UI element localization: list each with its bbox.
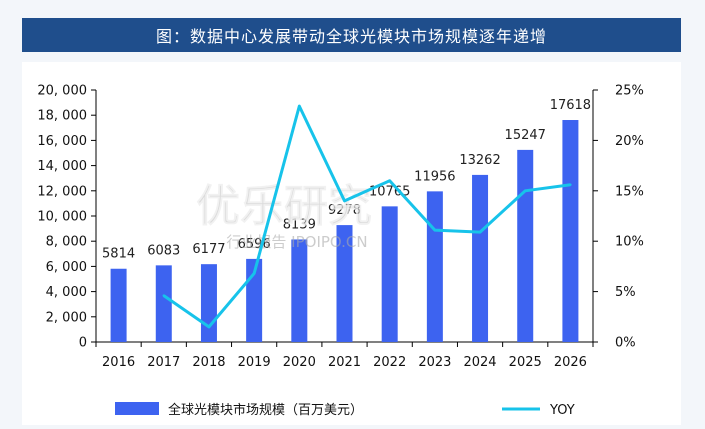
- bar: [110, 268, 127, 342]
- bar: [426, 191, 443, 342]
- yoy-point: [162, 294, 165, 297]
- bar: [200, 264, 217, 342]
- x-tick-label: 2026: [554, 355, 587, 370]
- chart-title: 图：数据中心发展带动全球光模块市场规模逐年递增: [155, 27, 547, 46]
- bar: [517, 149, 534, 342]
- left-y-tick-label: 8, 000: [46, 235, 87, 250]
- left-y-tick-label: 14, 000: [37, 159, 87, 174]
- bar: [155, 265, 172, 342]
- yoy-point: [388, 179, 391, 182]
- bar-data-label: 13262: [459, 153, 500, 168]
- x-tick-label: 2022: [373, 355, 406, 370]
- yoy-point: [298, 104, 301, 108]
- yoy-point: [478, 230, 482, 234]
- bar-data-label: 6083: [147, 243, 180, 258]
- left-y-tick-label: 4, 000: [46, 285, 87, 300]
- left-y-tick-label: 0: [79, 336, 87, 351]
- left-y-tick-label: 2, 000: [46, 310, 87, 325]
- chart-card: 0 2, 000 4, 000 6, 000 8, 000 10, 000 12, 000 1…: [22, 62, 681, 425]
- x-tick-label: 2023: [418, 355, 451, 370]
- bar-data-label: 9278: [328, 203, 361, 218]
- x-tick-label: 2025: [509, 355, 542, 370]
- right-y-tick-label: 0%: [615, 336, 636, 351]
- bar: [291, 239, 308, 342]
- x-tick-label: 2019: [238, 355, 271, 370]
- yoy-point: [343, 199, 346, 203]
- left-y-tick-label: 10, 000: [37, 210, 87, 225]
- bar: [381, 206, 398, 342]
- bar: [336, 225, 353, 342]
- x-tick-label: 2018: [192, 355, 225, 370]
- right-y-tick-label: 5%: [615, 285, 636, 300]
- yoy-point: [569, 183, 572, 186]
- left-y-tick-label: 20, 000: [37, 84, 87, 99]
- right-y-tick-label: 15%: [615, 184, 644, 199]
- left-y-tick-label: 16, 000: [37, 134, 87, 149]
- legend-line-label: YOY: [549, 403, 575, 418]
- watermark-text: 优乐研究: [196, 181, 372, 232]
- left-y-tick-label: 6, 000: [46, 260, 87, 275]
- x-tick-label: 2020: [283, 355, 316, 370]
- right-y-tick-label: 10%: [615, 235, 644, 250]
- yoy-point: [433, 228, 437, 232]
- combo-chart: 0 2, 000 4, 000 6, 000 8, 000 10, 000 12, 000 1…: [37, 84, 644, 419]
- bar-data-label: 6177: [192, 242, 225, 257]
- right-y-tick-label: 25%: [615, 84, 644, 99]
- bar-data-label: 17618: [550, 98, 591, 113]
- legend-bar-label: 全球光模块市场规模（百万美元）: [168, 402, 363, 418]
- yoy-point: [207, 325, 211, 329]
- yoy-line: [162, 104, 571, 329]
- x-tick-label: 2021: [328, 355, 361, 370]
- bar-data-label: 15247: [505, 128, 546, 143]
- x-tick-label: 2024: [463, 355, 496, 370]
- bar-data-label: 11956: [414, 169, 455, 184]
- bar-data-label: 5814: [102, 247, 135, 262]
- watermark-subtext: 行业报告 IPOIPO.CN: [226, 233, 367, 251]
- legend-bar-swatch: [115, 402, 159, 415]
- bar-data-label: 8139: [283, 217, 316, 232]
- right-y-tick-label: 20%: [615, 134, 644, 149]
- bar: [562, 120, 579, 342]
- left-y-tick-label: 12, 000: [37, 184, 87, 199]
- left-y-tick-label: 18, 000: [37, 109, 87, 124]
- x-tick-label: 2016: [102, 355, 135, 370]
- yoy-point: [524, 189, 527, 192]
- yoy-point: [252, 272, 256, 275]
- bar: [472, 174, 489, 342]
- chart-title-banner: 图：数据中心发展带动全球光模块市场规模逐年递增: [22, 18, 681, 52]
- bar-data-label: 10765: [369, 184, 410, 199]
- x-tick-label: 2017: [147, 355, 180, 370]
